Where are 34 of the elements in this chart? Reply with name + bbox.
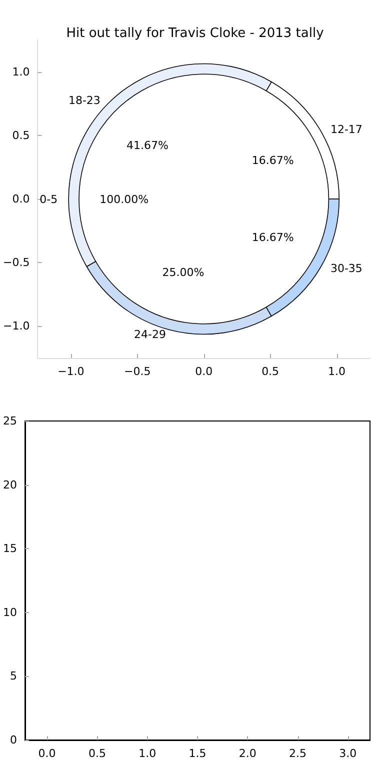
x-tick-label: 0.5 xyxy=(88,747,106,760)
x-tick-label: 2.5 xyxy=(289,747,307,760)
x-tick-label: −1.0 xyxy=(58,365,84,378)
x-tick-label: 3.0 xyxy=(339,747,357,760)
slice-label: 24-29 xyxy=(134,328,166,341)
data-label: 41.67% xyxy=(126,138,168,152)
slice-label: 12-17 xyxy=(330,122,362,136)
slice-label: 30-35 xyxy=(330,262,362,276)
y-tick-label: 0.0 xyxy=(12,192,30,206)
y-tick-label: 20 xyxy=(2,478,17,492)
x-tick-label: 2.0 xyxy=(238,747,256,760)
y-tick-label: 25 xyxy=(2,414,17,428)
y-tick-label: 5 xyxy=(10,670,17,683)
y-tick-label: 0 xyxy=(10,734,17,746)
x-tick-label: −0.5 xyxy=(124,365,151,378)
data-label: 16.67% xyxy=(252,154,294,168)
y-tick-label: −0.5 xyxy=(2,256,30,270)
x-tick-label: 0.5 xyxy=(262,365,280,378)
x-tick-label: 1.0 xyxy=(138,747,156,760)
data-label: 25.00% xyxy=(162,266,204,280)
data-label: 16.67% xyxy=(252,230,294,244)
slice-label: 18-23 xyxy=(68,94,100,107)
y-tick-label: 15 xyxy=(2,542,17,556)
x-tick-label: 1.5 xyxy=(188,747,206,760)
y-tick-label: −1.0 xyxy=(2,320,30,333)
y-tick-label: 1.0 xyxy=(12,65,30,78)
x-tick-label: 0.0 xyxy=(195,365,213,378)
y-tick-label: 0.5 xyxy=(12,128,30,142)
x-tick-label: 0.0 xyxy=(38,747,56,760)
x-tick-label: 1.0 xyxy=(328,365,346,378)
chart-title: Hit out tally for Travis Cloke - 2013 tally xyxy=(66,26,324,41)
data-label: 100.00% xyxy=(100,192,149,206)
y-tick-label: 10 xyxy=(2,606,17,619)
slice-label: 0-5 xyxy=(40,192,58,206)
